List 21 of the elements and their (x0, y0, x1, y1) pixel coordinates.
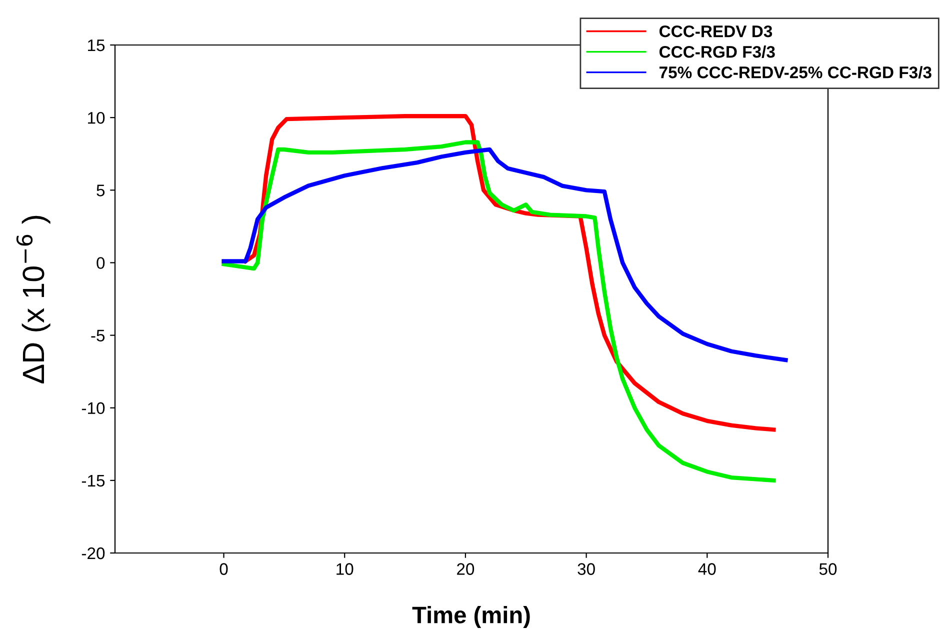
y-tick-label: 15 (88, 40, 105, 52)
legend-label: 75% CCC-REDV-25% CC-RGD F3/3 (660, 66, 932, 78)
y-tick-label: -15 (82, 475, 105, 487)
x-tick-label: 30 (578, 563, 595, 575)
y-tick-label: -5 (91, 330, 105, 342)
y-tick-label: 5 (96, 184, 105, 196)
line-series (222, 147, 788, 362)
legend-label: CCC-REDV D3 (659, 25, 772, 38)
y-tick-label: -10 (82, 402, 105, 414)
line-series (222, 140, 776, 483)
y-axis-title: ΔD (x 10$^{−6}$ ) (16, 216, 50, 384)
y-tick-label: 10 (88, 112, 105, 124)
x-axis-title: Time (min) (412, 606, 530, 628)
x-tick-label: 0 (220, 563, 228, 575)
x-tick-label: 20 (457, 563, 474, 575)
y-tick-label: -20 (82, 547, 105, 560)
y-tick-label: 0 (96, 257, 105, 269)
x-tick-label: 50 (819, 563, 837, 575)
x-tick-label: 10 (336, 563, 354, 575)
x-tick-label: 40 (698, 563, 716, 575)
legend-label: CCC-RGD F3/3 (659, 46, 775, 58)
